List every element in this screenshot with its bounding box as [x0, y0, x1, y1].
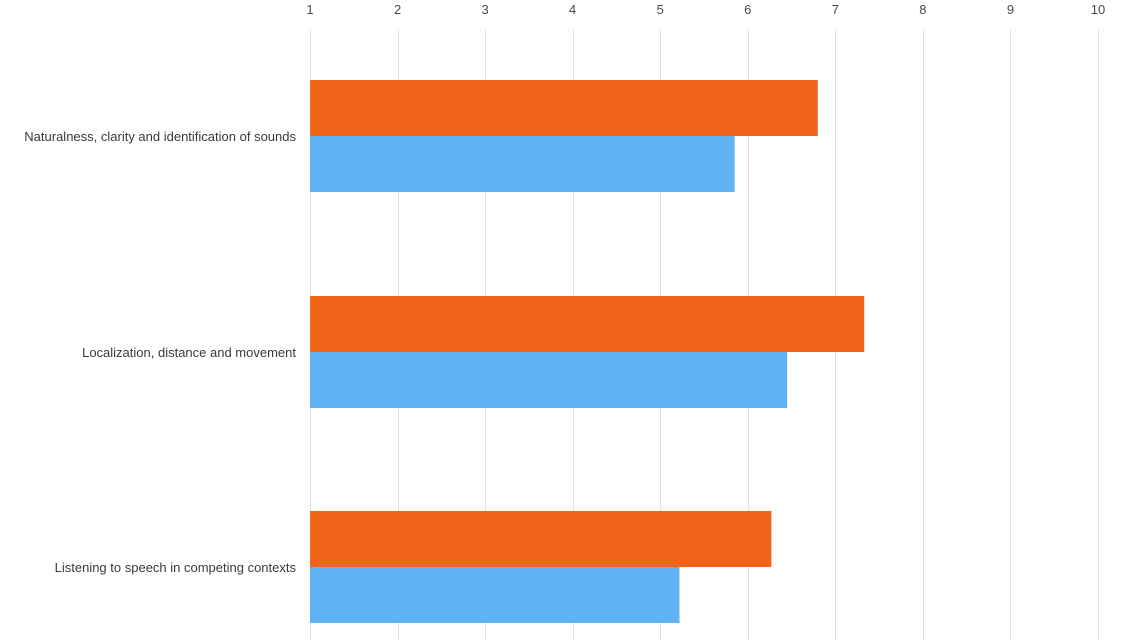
x-tick-label: 3 [481, 2, 488, 17]
bar-series-1-category-2 [310, 296, 865, 352]
x-tick-label: 10 [1091, 2, 1105, 17]
x-axis-ticks: 1 2 3 4 5 6 7 8 9 10 [306, 2, 1105, 17]
bar-series-2-category-1 [310, 136, 735, 192]
bar-series-1-category-1 [310, 80, 818, 136]
category-label: Localization, distance and movement [82, 345, 296, 360]
x-tick-label: 4 [569, 2, 576, 17]
x-tick-label: 6 [744, 2, 751, 17]
category-label: Naturalness, clarity and identification … [24, 129, 296, 144]
bar-series-2-category-2 [310, 352, 788, 408]
x-tick-label: 9 [1007, 2, 1014, 17]
x-tick-label: 7 [832, 2, 839, 17]
bar-series-1-category-3 [310, 511, 772, 567]
x-tick-label: 1 [306, 2, 313, 17]
bar-series-2-category-3 [310, 567, 680, 623]
x-tick-label: 5 [657, 2, 664, 17]
bars [310, 80, 865, 623]
x-tick-label: 2 [394, 2, 401, 17]
x-tick-label: 8 [919, 2, 926, 17]
category-labels: Naturalness, clarity and identification … [24, 129, 296, 575]
category-label: Listening to speech in competing context… [55, 560, 297, 575]
